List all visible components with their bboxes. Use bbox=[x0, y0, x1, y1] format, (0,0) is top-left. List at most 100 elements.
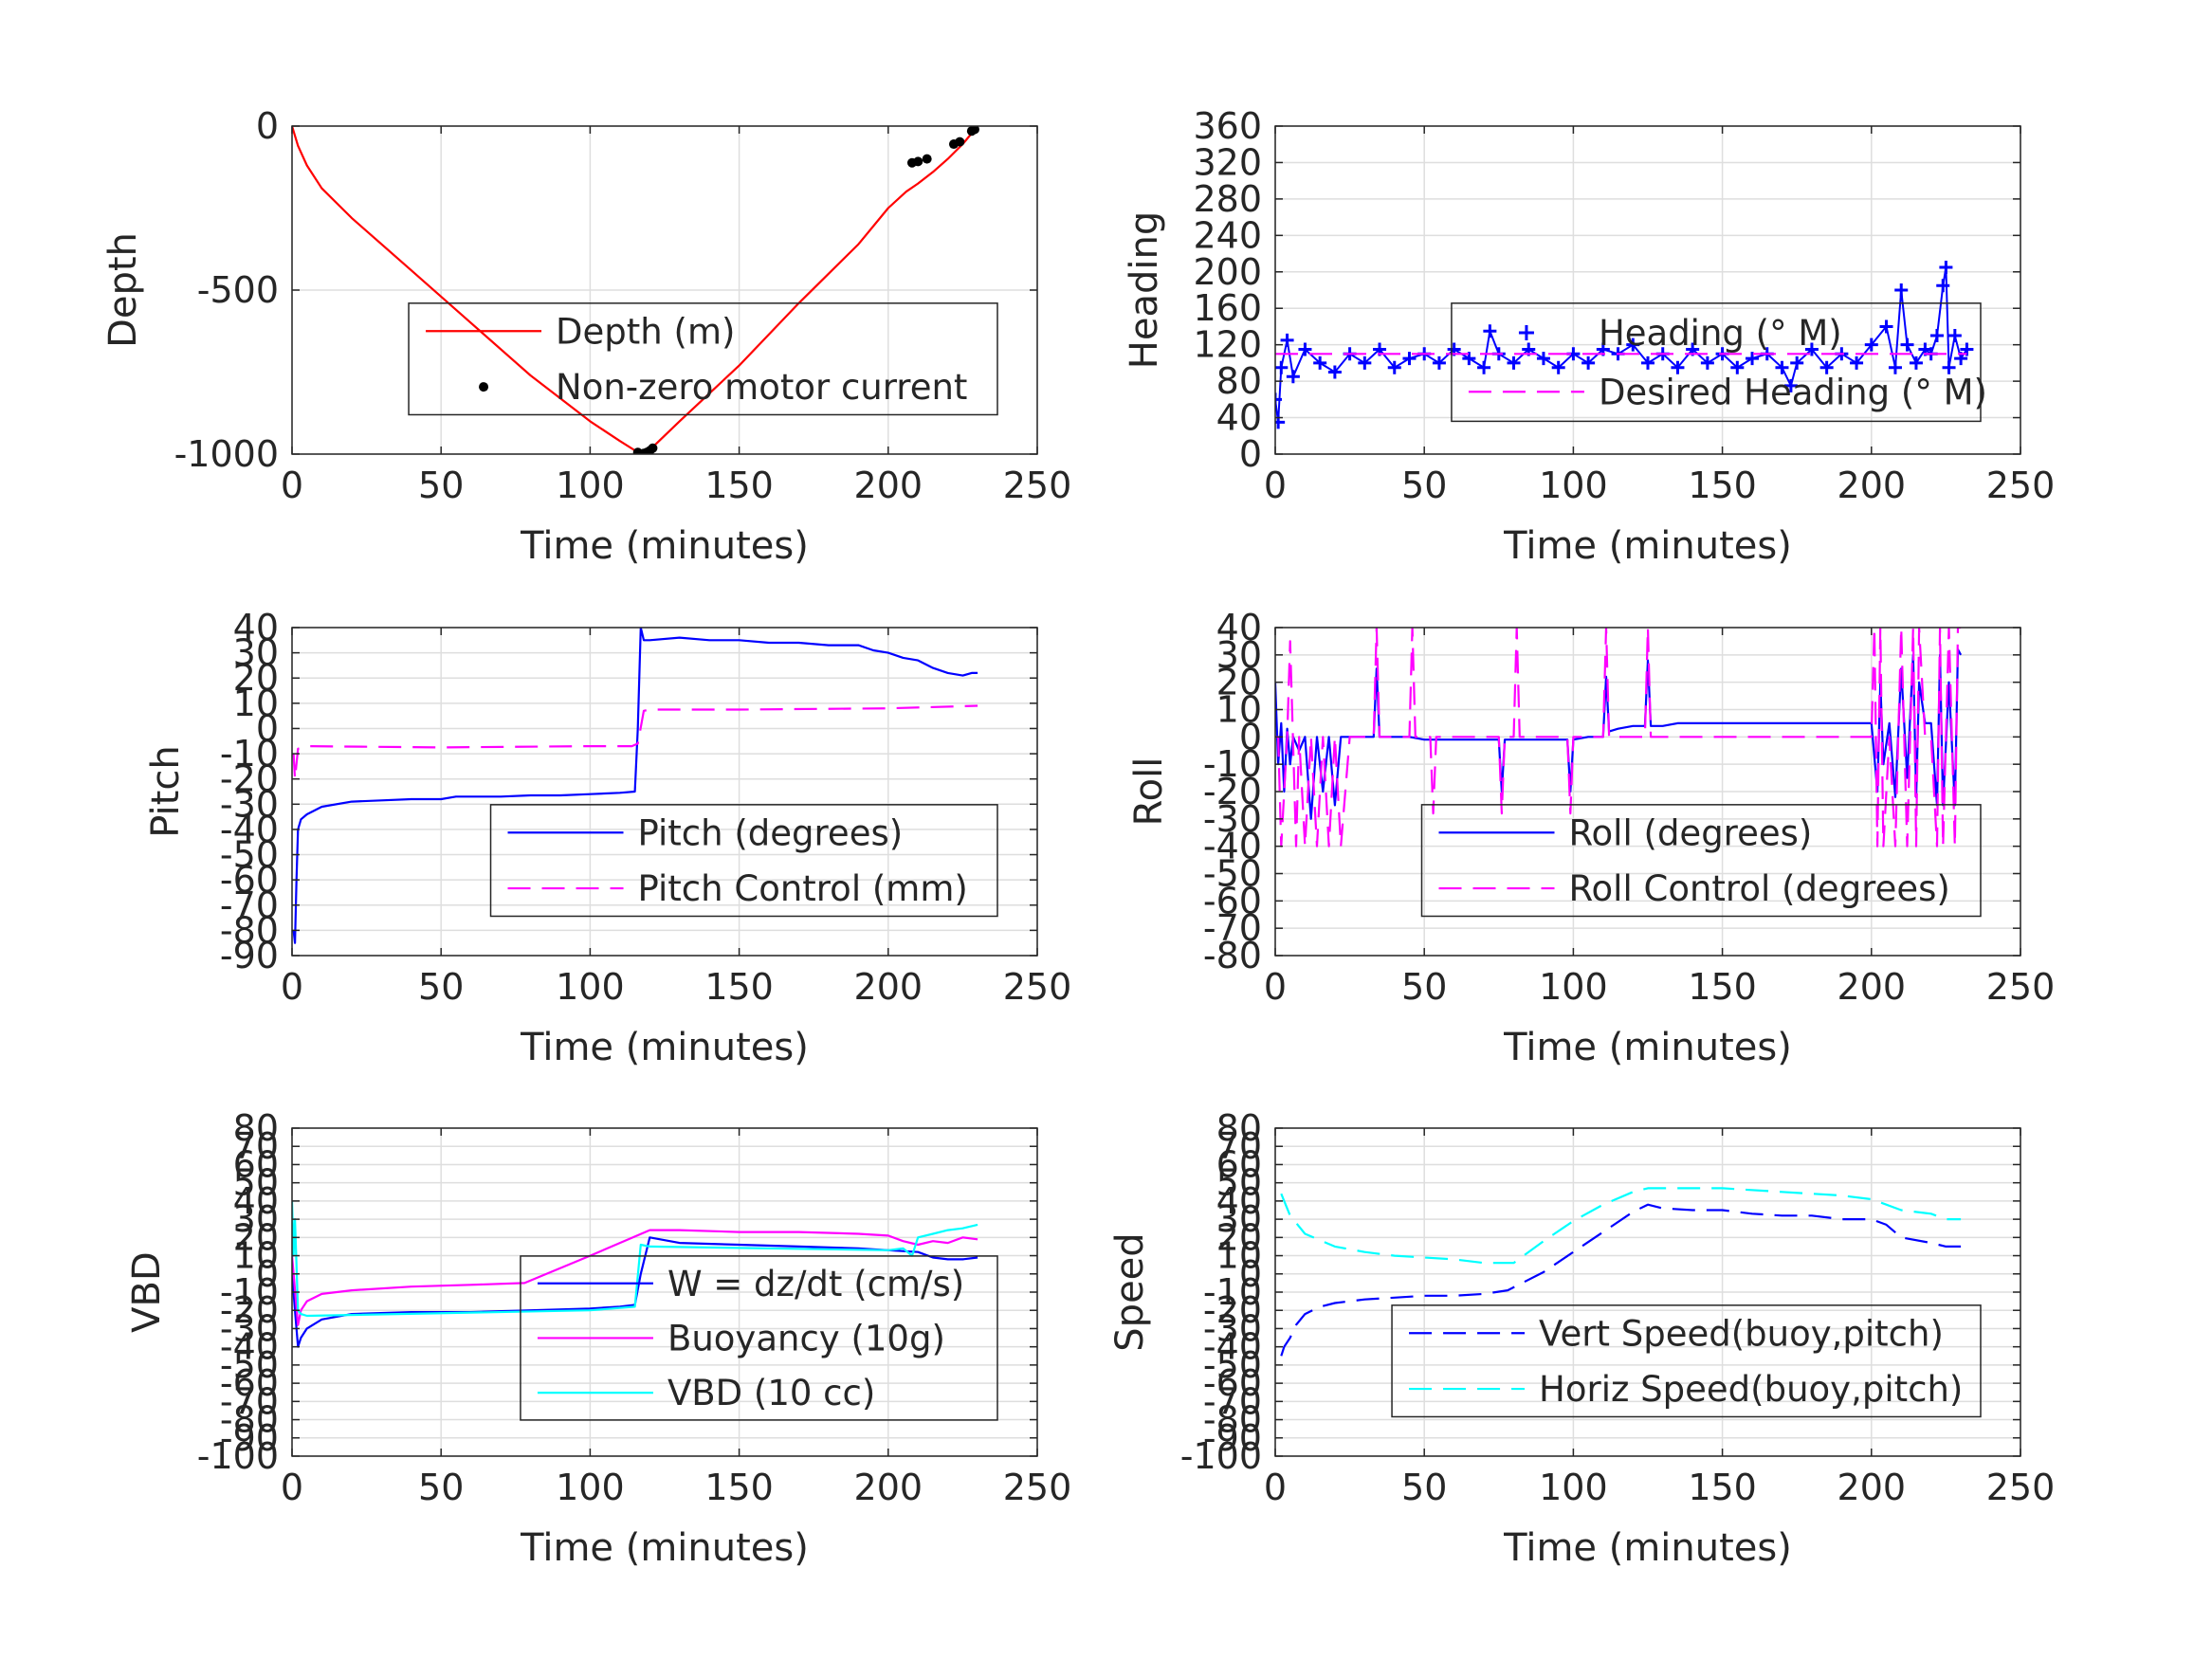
data-point bbox=[1387, 360, 1401, 374]
y-tick-label: 30 bbox=[233, 632, 279, 674]
legend-label: Pitch (degrees) bbox=[638, 812, 904, 853]
pitch-axes: 0 50 100 150 200 250-90-80-70-60-50-40-30-20-… bbox=[144, 607, 1071, 1069]
y-tick-label: -70 bbox=[1203, 907, 1262, 949]
x-axis-label: Time (minutes) bbox=[520, 1526, 809, 1570]
speed-axes: 0 50 100 150 200 250-100-90-80-70-60-50-40-30… bbox=[1108, 1107, 2055, 1570]
data-point bbox=[1947, 329, 1962, 343]
series-heading-m-trace bbox=[1275, 266, 1968, 423]
y-tick-label: 160 bbox=[1193, 287, 1262, 329]
roll-data bbox=[1275, 628, 1963, 848]
x-axis-label: Time (minutes) bbox=[1503, 524, 1792, 568]
x-tick-label: 200 bbox=[854, 966, 923, 1008]
legend: Roll (degrees) Roll Control (degrees) bbox=[1420, 804, 1982, 918]
y-tick-label: 30 bbox=[1216, 1198, 1262, 1240]
y-tick-label: 50 bbox=[233, 1162, 279, 1204]
y-tick-label: -30 bbox=[220, 783, 279, 825]
legend-box bbox=[1451, 302, 1982, 423]
y-tick-label: -60 bbox=[1203, 1362, 1262, 1404]
legend: Vert Speed(buoy,pitch) Horiz Speed(buoy,p… bbox=[1391, 1304, 1982, 1418]
x-tick-label: 250 bbox=[1003, 1467, 1072, 1508]
y-tick-label: 320 bbox=[1193, 141, 1262, 183]
y-tick-label: -50 bbox=[1203, 1344, 1262, 1386]
x-tick-label: 0 bbox=[1264, 465, 1287, 506]
y-tick-label: 20 bbox=[1216, 1216, 1262, 1258]
data-point bbox=[955, 137, 965, 147]
data-point bbox=[1507, 356, 1521, 370]
x-tick-label: 200 bbox=[1837, 1467, 1907, 1508]
data-point bbox=[1671, 360, 1685, 374]
y-tick-label: -60 bbox=[1203, 880, 1262, 921]
data-point bbox=[1358, 356, 1372, 370]
y-tick-label: -70 bbox=[220, 884, 279, 926]
legend-swatch bbox=[1518, 324, 1534, 340]
x-tick-label: 50 bbox=[418, 1467, 464, 1508]
series-pitch-control-mm bbox=[292, 704, 978, 780]
x-tick-label: 100 bbox=[1539, 465, 1608, 506]
y-tick-label: -100 bbox=[1180, 1435, 1262, 1477]
depth-axes: 0 50 100 150 200 250 -1000 -500 0 Time (minutes) D… bbox=[101, 105, 1071, 568]
data-point bbox=[1275, 360, 1289, 374]
x-tick-label: 50 bbox=[1401, 465, 1447, 506]
x-tick-label: 200 bbox=[1837, 966, 1907, 1008]
data-point bbox=[1551, 360, 1565, 374]
y-tick-label: -500 bbox=[197, 269, 279, 311]
y-tick-label: -10 bbox=[1203, 743, 1262, 785]
data-point bbox=[1939, 260, 1953, 274]
y-tick-label: -70 bbox=[220, 1380, 279, 1422]
x-tick-label: 250 bbox=[1003, 465, 1072, 506]
y-tick-label: -40 bbox=[1203, 1326, 1262, 1368]
data-point bbox=[1626, 337, 1640, 352]
x-tick-label: 50 bbox=[418, 966, 464, 1008]
y-tick-label: 20 bbox=[233, 1216, 279, 1258]
data-point bbox=[1462, 352, 1476, 366]
data-point bbox=[1286, 370, 1300, 384]
data-point bbox=[1879, 319, 1893, 334]
y-tick-label: 60 bbox=[233, 1143, 279, 1185]
y-tick-label: 80 bbox=[1216, 360, 1262, 402]
series-non-zero-motor-current bbox=[632, 126, 979, 454]
data-point bbox=[1402, 352, 1417, 366]
legend-label: Horiz Speed(buoy,pitch) bbox=[1539, 1369, 1963, 1410]
y-tick-label: 10 bbox=[1216, 689, 1262, 731]
legend-label: Non-zero motor current bbox=[556, 367, 967, 408]
data-point bbox=[1790, 356, 1804, 370]
x-tick-label: 200 bbox=[854, 465, 923, 506]
y-tick-label: -90 bbox=[220, 935, 279, 976]
y-tick-label: 20 bbox=[233, 657, 279, 699]
y-tick-label: -80 bbox=[220, 909, 279, 951]
y-tick-label: 80 bbox=[1216, 1107, 1262, 1149]
series-vbd-10-cc bbox=[292, 1200, 978, 1318]
y-tick-label: -40 bbox=[1203, 826, 1262, 867]
y-tick-label: 80 bbox=[233, 1107, 279, 1149]
data-point bbox=[1819, 360, 1834, 374]
data-point bbox=[1850, 356, 1864, 370]
y-tick-label: -20 bbox=[1203, 771, 1262, 812]
y-tick-label: -30 bbox=[1203, 798, 1262, 840]
data-point bbox=[913, 156, 923, 167]
y-tick-label: 70 bbox=[1216, 1125, 1262, 1167]
y-axis-label: Speed bbox=[1108, 1232, 1152, 1351]
legend: Heading (° M) Desired Heading (° M) bbox=[1451, 302, 1987, 423]
vbd-axes: 0 50 100 150 200 250-100-90-80-70-60-50-40-30… bbox=[125, 1107, 1071, 1570]
x-tick-label: 50 bbox=[1401, 966, 1447, 1008]
y-tick-label: -40 bbox=[220, 809, 279, 850]
y-tick-label: 40 bbox=[1216, 607, 1262, 648]
data-point bbox=[1783, 378, 1798, 392]
depth-data bbox=[292, 126, 979, 454]
y-tick-label: 240 bbox=[1193, 214, 1262, 256]
x-tick-label: 150 bbox=[704, 465, 774, 506]
data-point bbox=[648, 443, 658, 453]
y-tick-label: 0 bbox=[256, 707, 279, 749]
y-tick-label: -50 bbox=[220, 834, 279, 876]
series-roll-degrees bbox=[1275, 647, 1963, 820]
data-point bbox=[1929, 329, 1944, 343]
pitch-data bbox=[292, 628, 978, 944]
data-point bbox=[1804, 342, 1819, 356]
x-axis-label: Time (minutes) bbox=[520, 524, 809, 568]
y-tick-label: 70 bbox=[233, 1125, 279, 1167]
legend-label: Roll Control (degrees) bbox=[1569, 868, 1950, 909]
data-point bbox=[1900, 337, 1914, 352]
y-tick-label: 0 bbox=[256, 105, 279, 147]
y-tick-label: 40 bbox=[1216, 397, 1262, 439]
x-tick-label: 150 bbox=[704, 1467, 774, 1508]
